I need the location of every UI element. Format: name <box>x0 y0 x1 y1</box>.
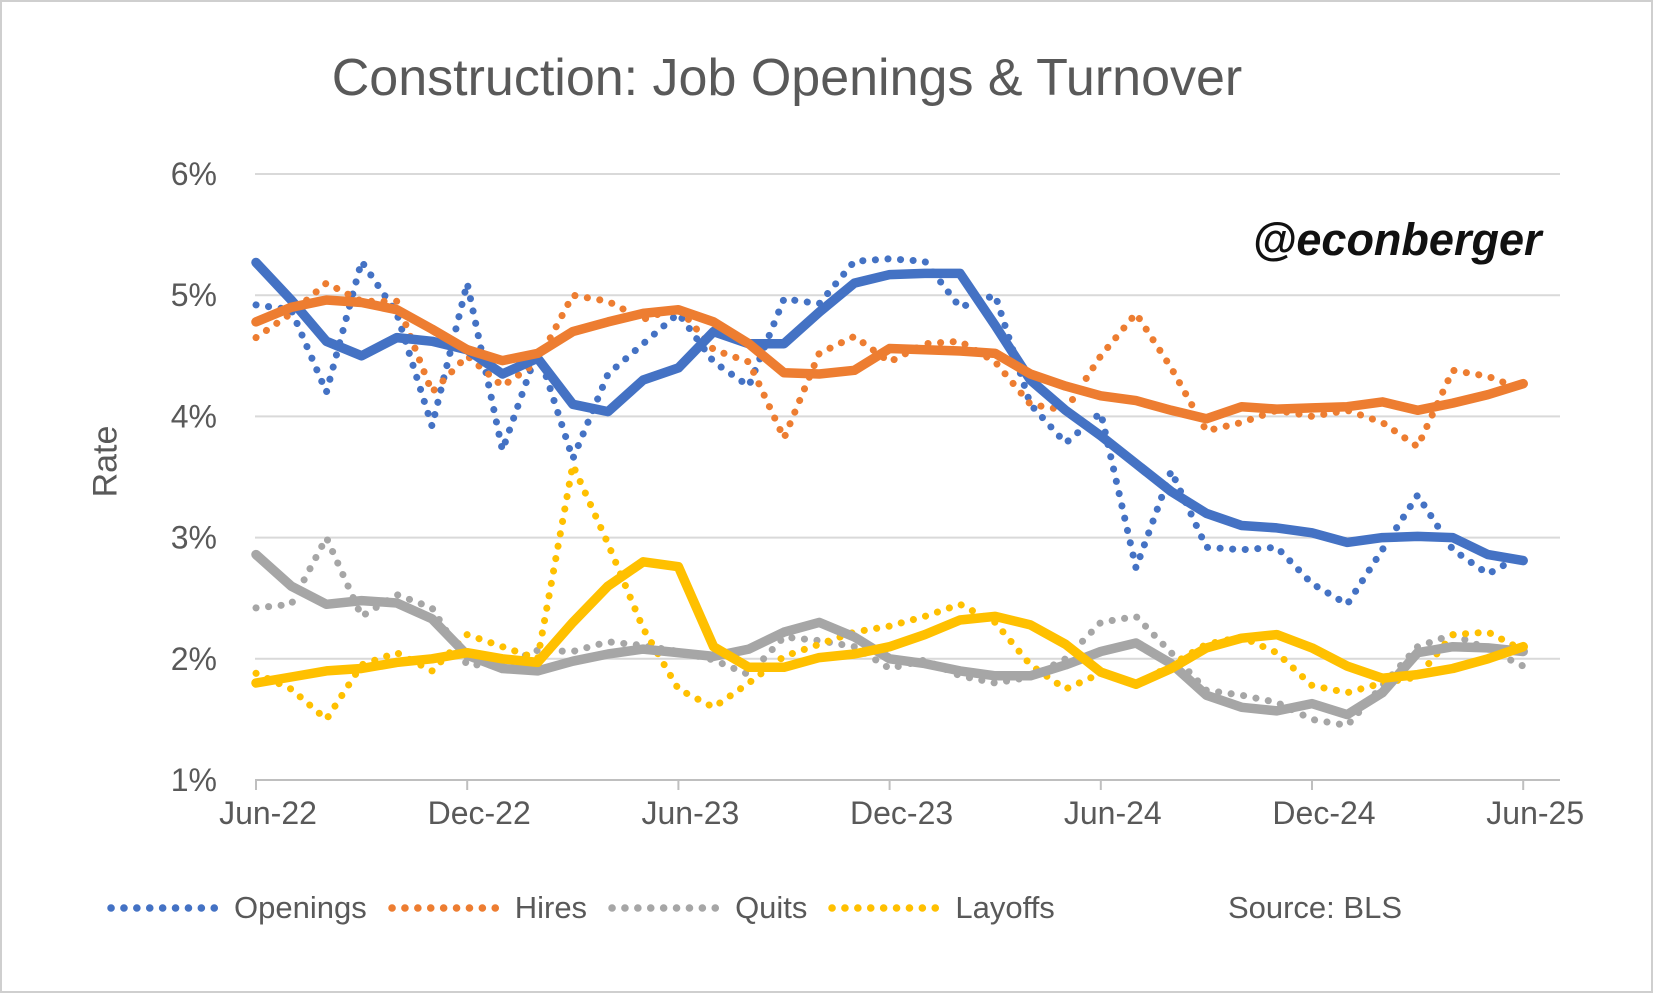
legend: Openings Hires Quits Layoffs <box>106 890 1055 926</box>
legend-marker-layoffs-icon <box>828 904 945 912</box>
series-line-layoffs-monthly <box>252 461 1527 723</box>
source-note: Source: BLS <box>1227 890 1402 925</box>
y-tick-label: 4% <box>171 398 217 434</box>
x-tick-label: Dec-23 <box>850 795 953 831</box>
legend-label: Hires <box>514 890 588 925</box>
series-line-layoffs-month-average <box>251 557 1528 690</box>
legend-item-layoffs: Layoffs <box>827 890 1055 926</box>
legend-item-hires: Hires <box>387 890 587 926</box>
y-tick-label: 3% <box>171 520 217 556</box>
legend-item-openings: Openings <box>106 890 367 926</box>
legend-label: Layoffs <box>955 890 1055 925</box>
legend-marker-hires-icon <box>387 904 504 912</box>
watermark: @econberger <box>1252 214 1542 265</box>
legend-label: Quits <box>735 890 808 925</box>
x-tick-label: Dec-22 <box>428 795 531 831</box>
y-tick-label: 2% <box>171 641 217 677</box>
chart-title: Construction: Job Openings & Turnover <box>331 49 1243 107</box>
series-line-hires-monthly <box>252 279 1527 451</box>
x-tick-label: Jun-23 <box>641 795 739 831</box>
y-tick-label: 6% <box>171 156 217 192</box>
x-tick-label: Jun-22 <box>219 795 317 831</box>
legend-marker-quits-icon <box>608 904 724 912</box>
legend-item-quits: Quits <box>607 890 807 926</box>
y-tick-label: 1% <box>171 762 217 798</box>
series-line-hires-month-average <box>251 295 1528 424</box>
series-line-openings-monthly <box>252 255 1527 608</box>
x-tick-label: Dec-24 <box>1272 795 1375 831</box>
legend-marker-openings-icon <box>107 904 223 912</box>
x-tick-label: Jun-25 <box>1486 795 1584 831</box>
series-line-quits-monthly <box>252 534 1527 729</box>
x-tick-label: Jun-24 <box>1064 795 1162 831</box>
y-tick-label: 5% <box>171 277 217 313</box>
legend-label: Openings <box>234 890 367 925</box>
